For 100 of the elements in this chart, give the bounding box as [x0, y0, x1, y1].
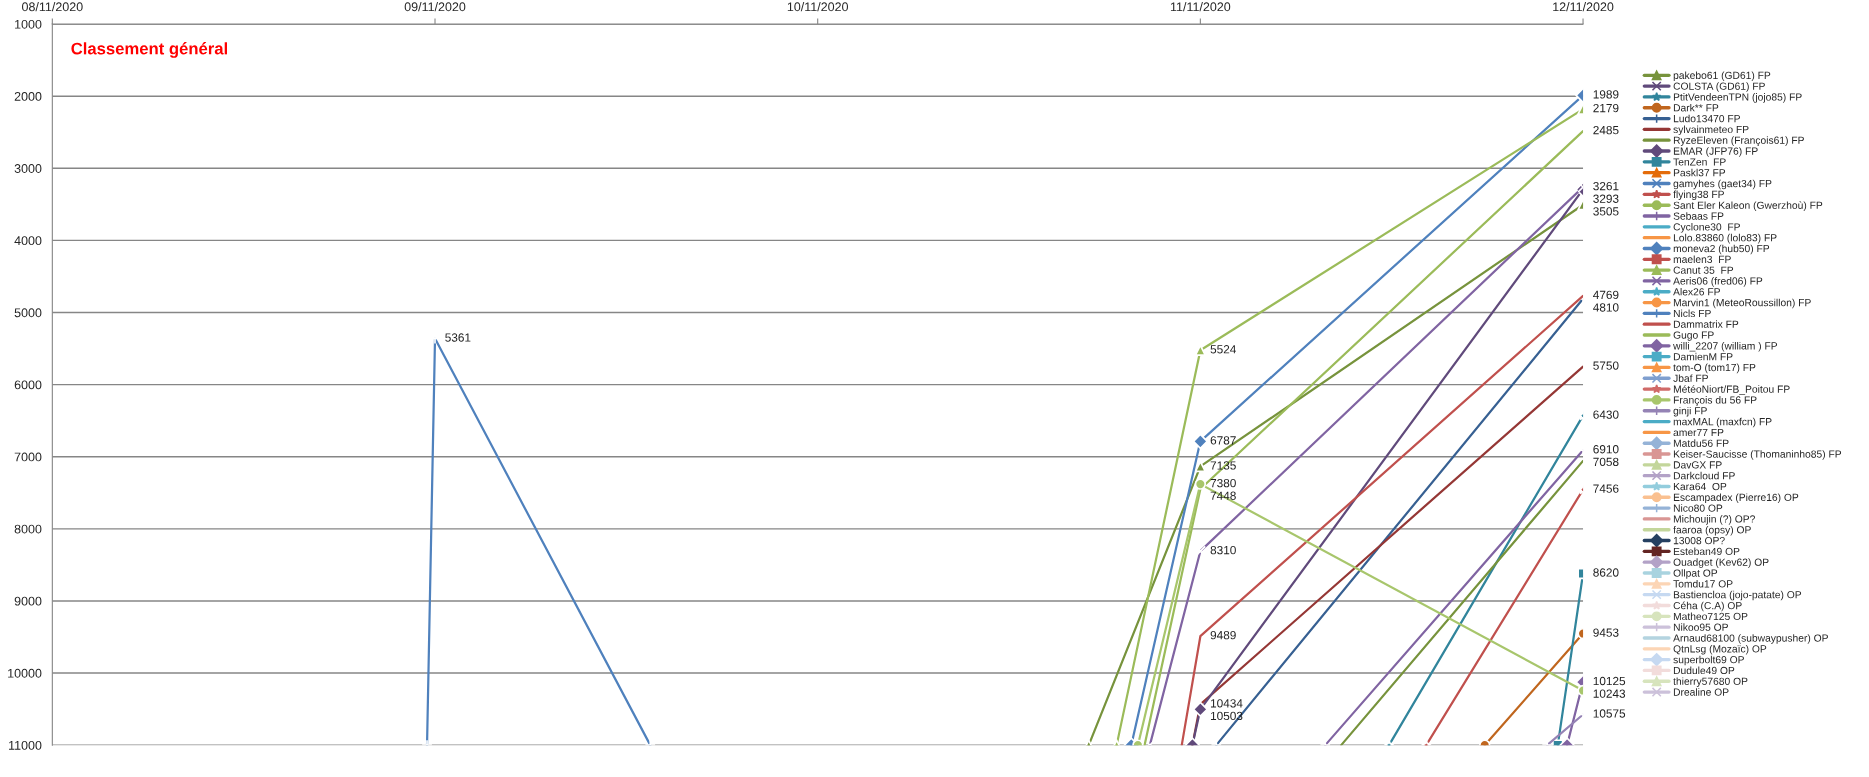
y-tick-label: 11000 — [9, 740, 42, 750]
legend-label: gamyhes (gaet34) FP — [1673, 179, 1772, 190]
legend-label: Nico80 OP — [1673, 504, 1723, 512]
y-tick-label: 10000 — [8, 668, 42, 678]
legend-label: Céha (C.A) OP — [1673, 601, 1742, 612]
legend-label: 13008 OP? — [1673, 536, 1725, 545]
data-label: 1989 — [1593, 90, 1619, 99]
legend-label: Marvin1 (MeteoRoussillon) FP — [1673, 298, 1811, 309]
data-label: 10243 — [1593, 689, 1626, 698]
y-tick-label: 4000 — [14, 236, 42, 246]
legend-label: Ollpat OP — [1673, 569, 1718, 579]
y-tick-label: 1000 — [15, 19, 42, 29]
data-label: 4810 — [1593, 303, 1619, 312]
data-label: 2179 — [1593, 103, 1619, 113]
data-label: 9489 — [1210, 631, 1236, 640]
legend-label: Sant Eler Kaleon (Gwerzhoù) FP — [1673, 201, 1823, 211]
legend-label: RyzeEleven (François61) FP — [1673, 136, 1804, 146]
data-label: 5361 — [445, 333, 471, 342]
legend-label: Ludo13470 FP — [1673, 114, 1740, 123]
legend-label: ginji FP — [1673, 406, 1707, 417]
legend-label: Dammatrix FP — [1673, 320, 1739, 328]
data-label: 10125 — [1593, 676, 1626, 686]
legend-label: Gugo FP — [1673, 331, 1714, 341]
y-tick-label: 5000 — [14, 308, 42, 318]
legend-label: Ouadget (Kev62) OP — [1673, 558, 1769, 568]
legend-label: MétéoNiort/FB_Poitou FP — [1673, 385, 1790, 395]
legend-label: Jbaf FP — [1673, 374, 1708, 382]
x-tick-label: 10/11/2020 — [787, 2, 849, 12]
data-label: 4769 — [1593, 290, 1619, 300]
legend-label: thierry57680 OP — [1673, 677, 1748, 687]
text: Classement général — [71, 42, 227, 58]
legend-label: Tomdu17 OP — [1673, 579, 1733, 588]
data-label: 10575 — [1593, 709, 1626, 718]
legend-label: Keiser-Saucisse (Thomaninho85) FP — [1673, 450, 1842, 460]
legend-label: Cyclone30 FP — [1673, 223, 1740, 233]
data-label: 7456 — [1593, 484, 1619, 493]
data-label: 3261 — [1593, 181, 1619, 191]
legend-label: maelen3 FP — [1673, 255, 1731, 263]
legend-label: QtnLsg (Mozaïc) OP — [1673, 644, 1767, 655]
legend-label: tom-O (tom17) FP — [1673, 363, 1756, 374]
data-label: 10434 — [1210, 699, 1243, 708]
y-tick-label: 2000 — [14, 91, 42, 101]
legend-label: Nikoo95 OP — [1673, 623, 1728, 631]
data-label: 6910 — [1593, 445, 1619, 454]
legend-label: faaroa (opsy) OP — [1673, 525, 1751, 536]
legend-label: Matheo7125 OP — [1673, 612, 1748, 621]
data-label: 2485 — [1593, 125, 1619, 135]
y-tick-label: 7000 — [14, 452, 42, 462]
y-tick-label: 3000 — [14, 164, 42, 173]
legend-label: Arnaud68100 (subwaypusher) OP — [1673, 634, 1828, 644]
legend-label: DamienM FP — [1673, 352, 1733, 361]
data-label: 7058 — [1593, 457, 1619, 467]
legend-label: Alex26 FP — [1673, 287, 1720, 296]
legend-label: Michoujin (?) OP? — [1673, 515, 1755, 525]
y-tick-label: 8000 — [14, 524, 42, 534]
legend-label: Bastiencloa (jojo-patate) OP — [1673, 590, 1802, 601]
data-label: 6787 — [1210, 436, 1236, 445]
legend-label: Dark** FP — [1673, 103, 1719, 112]
legend-label: François du 56 FP — [1673, 396, 1757, 406]
legend-label: Canut 35 FP — [1673, 266, 1734, 274]
x-tick-label: 08/11/2020 — [22, 2, 83, 12]
legend-label: amer77 FP — [1673, 428, 1724, 437]
data-label: 5524 — [1210, 345, 1236, 354]
legend-label: Lolo.83860 (lolo83) FP — [1673, 233, 1777, 244]
legend-label: moneva2 (hub50) FP — [1673, 244, 1770, 255]
data-label: 5750 — [1593, 361, 1619, 370]
data-label: 9453 — [1593, 628, 1619, 637]
legend-label: pakebo61 (GD61) FP — [1673, 71, 1771, 82]
data-label: 8620 — [1593, 568, 1619, 577]
legend-label: PtitVendeenTPN (jojo85) FP — [1673, 93, 1802, 103]
legend-label: Aeris06 (fred06) FP — [1673, 277, 1763, 287]
y-tick-label: 6000 — [14, 380, 42, 390]
x-tick-label: 12/11/2020 — [1553, 2, 1614, 12]
data-label: 7380 — [1210, 478, 1236, 488]
x-tick-label: 09/11/2020 — [404, 2, 466, 12]
legend-label: flying38 FP — [1673, 190, 1724, 201]
data-label: 6430 — [1593, 410, 1619, 419]
x-tick-label: 11/11/2020 — [1170, 2, 1231, 12]
legend-label: Darkcloud FP — [1673, 471, 1735, 480]
legend-label: TenZen FP — [1673, 158, 1726, 166]
legend-label: DavGX FP — [1673, 461, 1722, 469]
legend-label: Nicls FP — [1673, 309, 1711, 318]
legend-label: maxMAL (maxfcn) FP — [1673, 417, 1772, 428]
legend-label: Kara64 OP — [1673, 482, 1727, 491]
y-tick-label: 9000 — [14, 596, 42, 606]
legend-label: COLSTA (GD61) FP — [1673, 82, 1765, 92]
legend-label: EMAR (JFP76) FP — [1673, 147, 1758, 157]
data-label: 3505 — [1593, 207, 1619, 216]
legend-label: superbolt69 OP — [1673, 655, 1744, 666]
legend-label: Dudule49 OP — [1673, 666, 1735, 675]
legend-label: Paskl37 FP — [1673, 168, 1726, 177]
legend-label: sylvainmeteo FP — [1673, 125, 1749, 136]
legend-label: Escampadex (Pierre16) OP — [1673, 493, 1799, 504]
data-label: 8310 — [1210, 545, 1236, 555]
legend-label: willi_2207 (william ) FP — [1673, 341, 1778, 352]
legend-label: Sebaas FP — [1673, 212, 1724, 220]
legend-label: Matdu56 FP — [1673, 439, 1729, 447]
data-label: 3293 — [1593, 194, 1619, 203]
legend-label: Esteban49 OP — [1673, 547, 1740, 556]
legend-label: Drealine OP — [1673, 688, 1729, 696]
